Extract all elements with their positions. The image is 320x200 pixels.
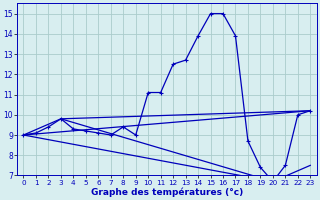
- X-axis label: Graphe des températures (°c): Graphe des températures (°c): [91, 187, 243, 197]
